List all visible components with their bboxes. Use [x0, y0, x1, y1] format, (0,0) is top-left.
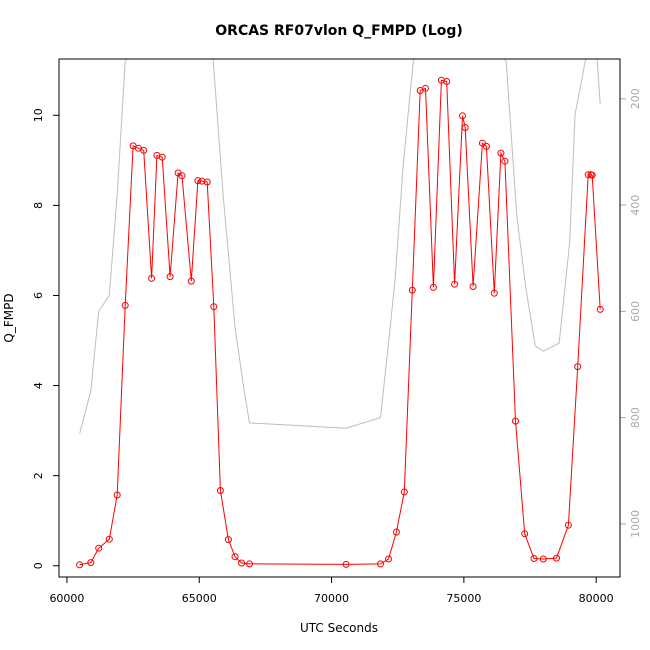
red-series-point [95, 544, 103, 552]
red-series-layer [76, 76, 604, 569]
red-series-point [210, 303, 218, 311]
red-series-point [246, 560, 253, 568]
red-series-point [87, 559, 95, 567]
red-series-point [443, 78, 451, 85]
grey-series-layer [79, 59, 601, 434]
red-series-point [584, 171, 592, 179]
x-tick-label: 65000 [182, 592, 217, 605]
red-series-point [459, 112, 466, 120]
red-series-point [113, 491, 121, 499]
red-series-point [501, 157, 509, 165]
y-tick-label: 8 [32, 202, 45, 209]
red-series-point [105, 535, 113, 543]
red-series-point [521, 530, 529, 538]
red-series-point [121, 301, 129, 309]
red-series-point [158, 153, 166, 161]
red-series-point [451, 280, 459, 288]
y-tick-label: 2 [32, 472, 45, 479]
red-series-point [469, 283, 477, 290]
red-series-point [231, 553, 239, 561]
x-tick-label: 60000 [49, 592, 84, 605]
right-axis-tick-label: 1000 [629, 510, 642, 538]
y-tick-label: 6 [32, 292, 45, 299]
x-tick-label: 70000 [314, 592, 349, 605]
red-series-point [553, 554, 560, 562]
red-series-point [574, 363, 582, 371]
right-axis-tick-label: 800 [629, 407, 642, 428]
right-axis-tick-label: 400 [629, 195, 642, 216]
x-tick-label: 75000 [446, 592, 481, 605]
red-series-point [596, 305, 604, 313]
red-series-point [482, 142, 490, 150]
red-series-point [194, 177, 202, 185]
y-axis-label: Q_FMPD [2, 293, 16, 342]
x-axis-label: UTC Seconds [300, 621, 378, 635]
red-series-line [79, 79, 601, 566]
red-series-point [512, 417, 519, 425]
red-series-point [400, 488, 408, 496]
red-series-point [530, 555, 538, 562]
red-series-point [429, 283, 437, 291]
red-series-point [148, 274, 156, 282]
red-series-point [422, 84, 429, 92]
y-tick-label: 10 [32, 108, 45, 122]
y-tick-label: 0 [32, 562, 45, 569]
grey-series-line [79, 59, 601, 434]
red-series-point [385, 555, 392, 563]
y-tick-label: 4 [32, 382, 45, 389]
red-series-point [564, 521, 572, 529]
red-series-point [392, 528, 400, 536]
red-series-point [166, 273, 174, 281]
chart-title: ORCAS RF07vlon Q_FMPD (Log) [215, 23, 462, 39]
red-series-point [490, 289, 498, 297]
red-series-point [461, 124, 469, 131]
red-series-point [140, 146, 148, 154]
red-series-point [238, 559, 246, 567]
right-axis-tick-label: 200 [629, 88, 642, 109]
red-series-point [497, 149, 505, 157]
red-series-point [76, 561, 84, 569]
red-series-point [377, 560, 384, 568]
right-axis-tick-label: 600 [629, 301, 642, 322]
red-series-point [342, 560, 350, 568]
red-series-point [216, 487, 224, 494]
red-series-point [198, 177, 206, 185]
red-series-point [178, 172, 186, 180]
red-series-point [588, 171, 596, 179]
red-series-point [203, 178, 211, 186]
red-series-point [539, 555, 547, 563]
red-series-point [408, 286, 416, 294]
red-series-point [187, 277, 195, 285]
red-series-point [224, 536, 232, 544]
plot-frame [58, 58, 621, 578]
x-tick-label: 80000 [579, 592, 614, 605]
